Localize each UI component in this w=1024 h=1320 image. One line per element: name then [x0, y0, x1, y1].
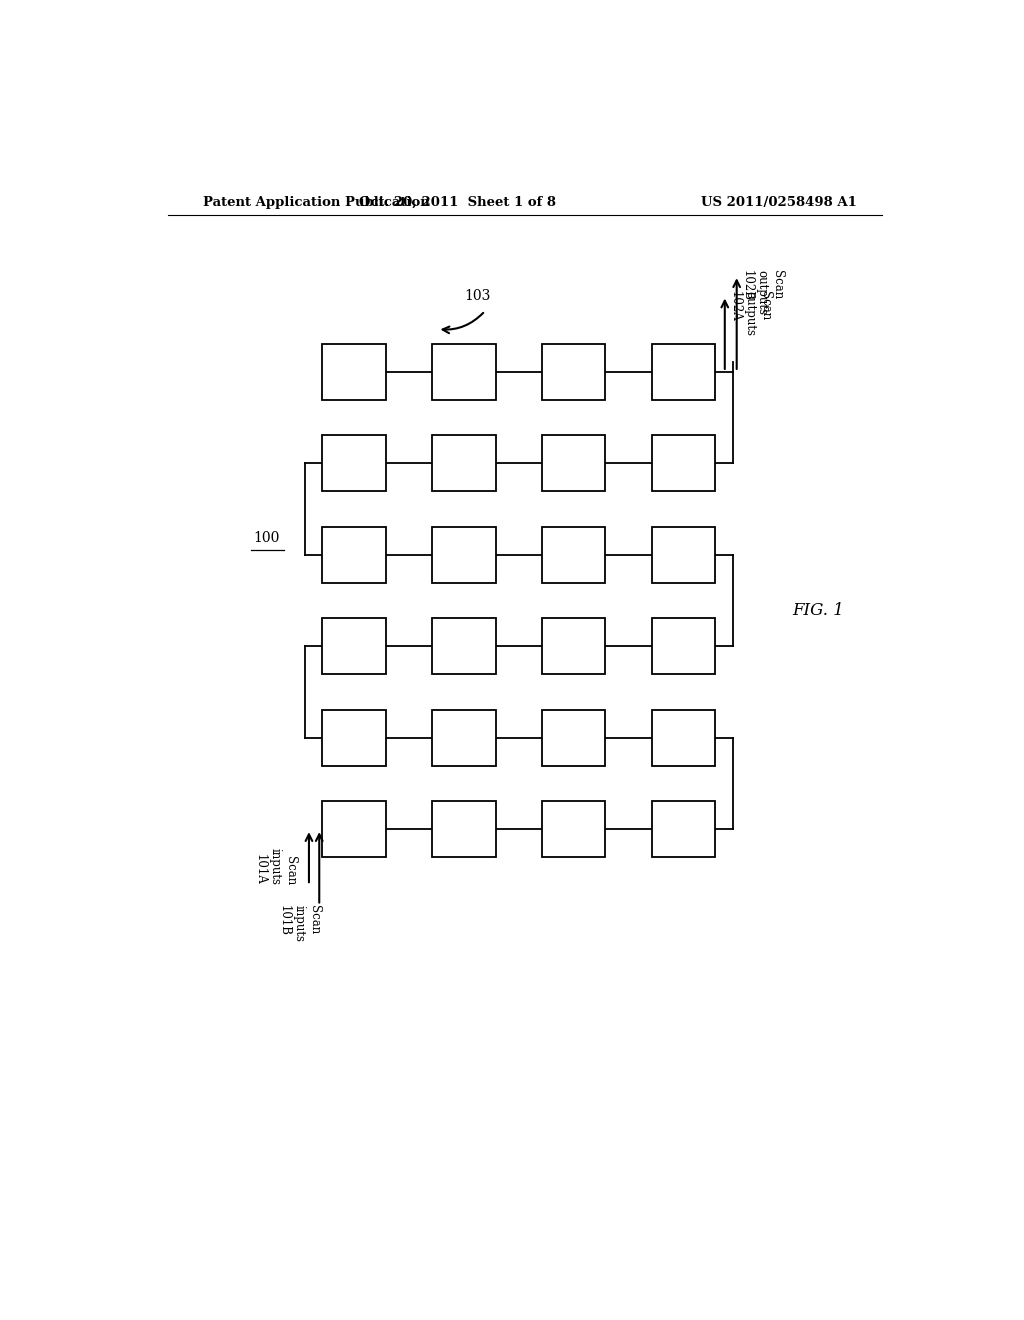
Bar	[323, 801, 386, 857]
Bar	[432, 527, 496, 582]
Text: 100: 100	[254, 531, 281, 545]
Bar	[651, 618, 715, 675]
Text: Patent Application Publication: Patent Application Publication	[204, 195, 430, 209]
Bar	[542, 618, 605, 675]
Text: US 2011/0258498 A1: US 2011/0258498 A1	[700, 195, 857, 209]
Bar	[323, 345, 386, 400]
Text: 103: 103	[464, 289, 490, 302]
Bar	[651, 710, 715, 766]
Text: FIG. 1: FIG. 1	[793, 602, 845, 619]
Bar	[542, 710, 605, 766]
Bar	[542, 527, 605, 582]
Bar	[542, 801, 605, 857]
Bar	[651, 436, 715, 491]
Bar	[323, 436, 386, 491]
Bar	[432, 801, 496, 857]
Bar	[323, 527, 386, 582]
Text: Scan
outputs
102A: Scan outputs 102A	[729, 290, 772, 335]
Text: Scan
inputs
101B: Scan inputs 101B	[278, 906, 321, 942]
Bar	[542, 436, 605, 491]
Bar	[432, 345, 496, 400]
Bar	[542, 345, 605, 400]
Bar	[323, 618, 386, 675]
Bar	[651, 527, 715, 582]
Text: Scan
outputs
102B: Scan outputs 102B	[740, 271, 783, 315]
Bar	[432, 436, 496, 491]
Bar	[323, 710, 386, 766]
Bar	[651, 345, 715, 400]
Bar	[651, 801, 715, 857]
Text: Oct. 20, 2011  Sheet 1 of 8: Oct. 20, 2011 Sheet 1 of 8	[358, 195, 556, 209]
Bar	[432, 618, 496, 675]
Bar	[432, 710, 496, 766]
Text: Scan
inputs
101A: Scan inputs 101A	[254, 849, 297, 886]
